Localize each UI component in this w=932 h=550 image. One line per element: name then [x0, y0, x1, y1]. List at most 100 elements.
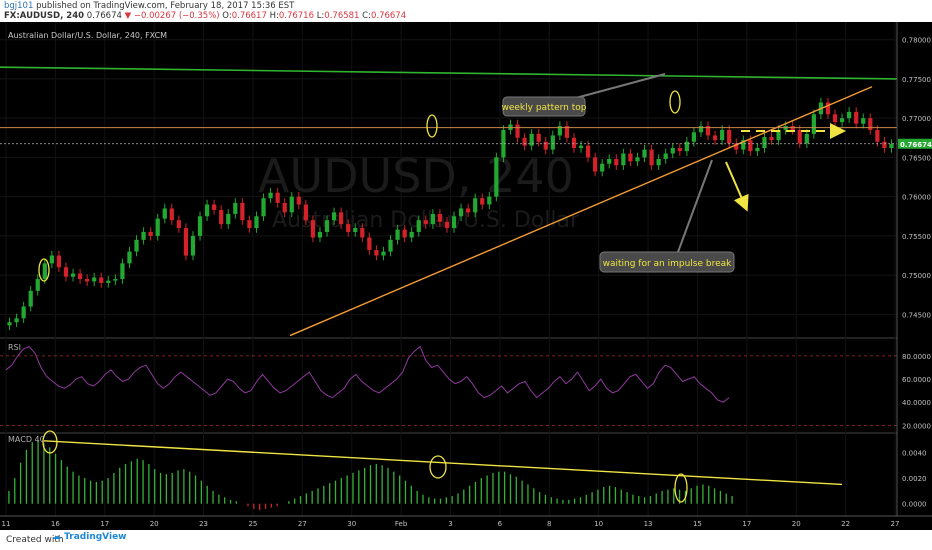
- high-label: H:: [269, 11, 279, 21]
- candle-body: [614, 158, 619, 166]
- last-price: 0.76674: [86, 11, 122, 21]
- candle-body: [529, 133, 534, 146]
- rsi-layer: [0, 345, 897, 426]
- candle-body: [487, 196, 492, 205]
- open-value: 0.76617: [231, 11, 267, 21]
- macd-tick-label: 0.0020: [902, 475, 927, 483]
- candle-body: [635, 157, 640, 162]
- rsi-tick-label: 80.0000: [902, 353, 931, 361]
- candle-body: [557, 126, 562, 136]
- candle-body: [42, 263, 47, 280]
- candle-body: [854, 111, 859, 124]
- price-tick-label: 0.75500: [902, 233, 931, 241]
- candle-body: [416, 220, 421, 232]
- callout-impulse-break[interactable]: waiting for an impulse break: [599, 159, 735, 273]
- candle-body: [882, 141, 887, 148]
- candle-body: [642, 149, 647, 158]
- candle-body: [593, 157, 598, 172]
- candle-body: [155, 218, 160, 236]
- candle-body: [247, 220, 252, 229]
- macd-tick-label: 0.0040: [902, 449, 927, 457]
- candle-body: [28, 290, 33, 307]
- price-tick-label: 0.74500: [902, 311, 931, 319]
- close-label: C:: [362, 11, 371, 21]
- symbol-label: FX:AUDUSD, 240: [4, 11, 85, 21]
- rsi-tick-label: 40.0000: [902, 399, 931, 407]
- candle-body: [712, 135, 718, 141]
- tradingview-logo[interactable]: ☁ TradingView: [52, 532, 127, 542]
- candle-body: [861, 118, 866, 124]
- candle-body: [99, 277, 104, 283]
- low-label: L:: [316, 11, 325, 21]
- candle-body: [875, 129, 880, 142]
- time-tick-label: 15: [693, 520, 702, 528]
- candle-body: [473, 198, 478, 213]
- candle-body: [339, 212, 344, 225]
- time-tick-label: 17: [742, 520, 751, 528]
- price-change: −0.00267 (−0.35%): [133, 11, 220, 21]
- highlight-ellipse: [38, 258, 50, 282]
- candles-layer: [7, 97, 894, 331]
- trendlines-layer: [0, 66, 898, 337]
- candle-body: [466, 208, 471, 213]
- callout-impulse-break-text: waiting for an impulse break: [603, 259, 733, 269]
- candle-body: [162, 208, 167, 219]
- candle-body: [515, 124, 520, 138]
- candle-body: [254, 216, 259, 229]
- candle-body: [374, 250, 379, 256]
- highlight-ellipse: [426, 114, 438, 138]
- rsi-line: [5, 345, 730, 403]
- candle-body: [480, 198, 485, 205]
- candle-body: [430, 213, 435, 225]
- candle-body: [148, 231, 153, 236]
- candle-body: [705, 126, 711, 136]
- candle-body: [501, 129, 506, 158]
- candle-body: [120, 263, 125, 280]
- time-tick-label: Feb: [395, 520, 408, 528]
- chart-area[interactable]: AUDUSD, 240 Australian Dollar/U.S. Dolla…: [0, 22, 932, 530]
- candle-body: [670, 148, 675, 154]
- downside-arrow: [725, 161, 749, 212]
- quote-line: FX:AUDUSD, 240 0.76674 ▼ −0.00267 (−0.35…: [4, 11, 406, 21]
- rsi-tick-label: 60.0000: [902, 376, 931, 384]
- publish-line: bgj101 published on TradingView.com, Feb…: [4, 1, 294, 11]
- time-tick-label: 30: [347, 520, 356, 528]
- author-link[interactable]: bgj101: [4, 1, 34, 11]
- candle-body: [720, 129, 725, 141]
- time-tick-label: 11: [2, 520, 11, 528]
- candle-body: [310, 220, 316, 238]
- macd-trendline: [43, 440, 843, 486]
- candle-body: [437, 213, 443, 222]
- candle-body: [804, 133, 809, 144]
- candle-body: [811, 114, 816, 134]
- candle-body: [451, 216, 457, 229]
- macd-pane-label: MACD 4C: [8, 435, 46, 444]
- candle-body: [769, 137, 774, 141]
- price-tick-label: 0.78000: [902, 37, 931, 45]
- chart-header: bgj101 published on TradingView.com, Feb…: [0, 0, 932, 22]
- time-tick-label: 25: [248, 520, 257, 528]
- callout-weekly-top[interactable]: weekly pattern top: [501, 73, 666, 117]
- resistance-line: [0, 66, 898, 80]
- candle-body: [14, 318, 19, 323]
- grid-layer: [0, 22, 897, 516]
- candle-body: [388, 239, 393, 252]
- candle-body: [444, 221, 450, 229]
- candle-body: [70, 273, 76, 277]
- time-tick-label: 3: [448, 520, 452, 528]
- close-value: 0.76674: [370, 11, 407, 21]
- candle-body: [868, 118, 873, 130]
- candle-body: [698, 126, 704, 133]
- candle-body: [141, 231, 146, 240]
- price-tick-label: 0.76000: [902, 194, 931, 202]
- candle-body: [741, 140, 746, 150]
- chart-svg[interactable]: AUDUSD, 240 Australian Dollar/U.S. Dolla…: [0, 22, 932, 530]
- candle-body: [183, 228, 189, 256]
- candle-body: [197, 216, 203, 236]
- candle-body: [282, 202, 287, 213]
- candle-body: [656, 158, 661, 166]
- candle-body: [684, 141, 689, 152]
- price-tick-label: 0.76500: [902, 154, 931, 162]
- candle-body: [63, 267, 69, 277]
- candle-body: [621, 153, 626, 166]
